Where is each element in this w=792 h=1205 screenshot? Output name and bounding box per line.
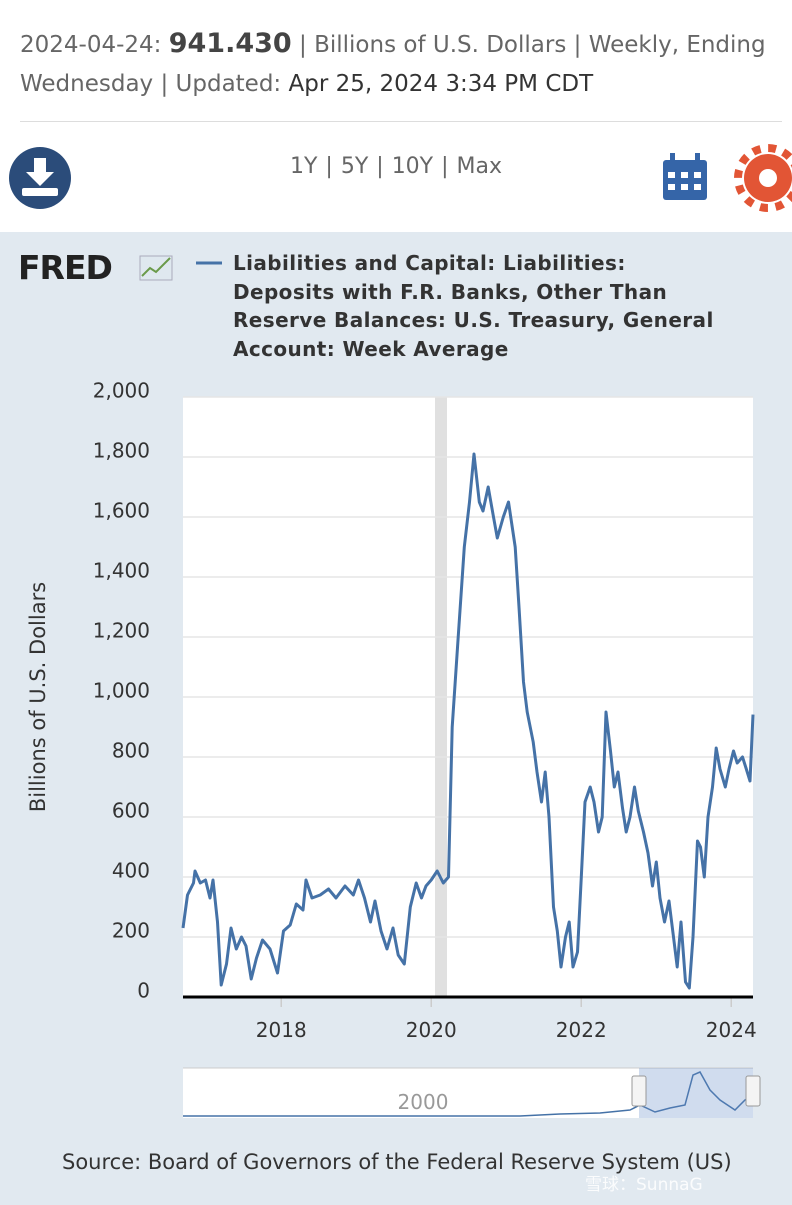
x-tick-label: 2022: [556, 1018, 607, 1042]
range-selector: 1Y | 5Y | 10Y | Max: [289, 154, 503, 179]
y-tick-label: 1,400: [93, 559, 150, 583]
header-updated: Apr 25, 2024 3:34 PM CDT: [288, 71, 594, 97]
range-button[interactable]: 5Y: [340, 154, 369, 179]
source: Source: Board of Governors of the Federa…: [62, 1150, 732, 1174]
legend-entry: Liabilities and Capital: Liabilities: De…: [233, 251, 714, 361]
y-tick-label: 0: [137, 979, 150, 1003]
calendar-button[interactable]: [663, 153, 707, 200]
y-tick-label: 1,200: [93, 619, 150, 643]
divider: [20, 121, 782, 122]
y-tick-label: 800: [112, 739, 150, 763]
download-button[interactable]: [9, 147, 71, 209]
x-tick-label: 2024: [706, 1018, 757, 1042]
range-button[interactable]: 1Y: [289, 154, 318, 179]
y-tick-label: 600: [112, 799, 150, 823]
watermark: 雪球：SunnaG: [585, 1175, 703, 1195]
header: 2024-04-24: 941.430 | Billions of U.S. D…: [20, 24, 780, 104]
y-tick-label: 1,000: [93, 679, 150, 703]
navigator-label: 2000: [398, 1090, 449, 1114]
y-tick-label: 400: [112, 859, 150, 883]
header-date: 2024-04-24:: [20, 32, 162, 58]
y-axis-label: Billions of U.S. Dollars: [26, 582, 50, 812]
range-button[interactable]: 10Y: [391, 154, 434, 179]
fred-logo-icon: [139, 255, 173, 281]
y-tick-label: 200: [112, 919, 150, 943]
header-value: 941.430: [168, 28, 292, 59]
y-tick-label: 2,000: [93, 379, 150, 403]
x-tick-label: 2020: [406, 1018, 457, 1042]
header-meta: | Billions of U.S. Dollars | Weekly, End…: [20, 32, 766, 97]
logo: FRED: [18, 248, 113, 287]
range-button[interactable]: Max: [456, 154, 503, 179]
navigator: 2000: [183, 1067, 761, 1118]
settings-button[interactable]: [734, 144, 792, 212]
series-line: [181, 452, 755, 990]
y-tick-label: 1,800: [93, 439, 150, 463]
y-tick-label: 1,600: [93, 499, 150, 523]
x-tick-label: 2018: [256, 1018, 307, 1042]
